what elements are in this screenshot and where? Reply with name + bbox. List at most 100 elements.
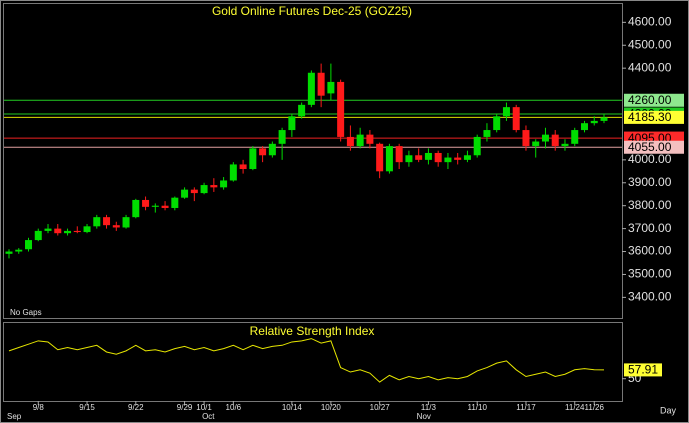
candle-body — [181, 189, 189, 198]
x-tick-label: 11/10 — [467, 403, 487, 412]
price-label-box — [624, 110, 684, 124]
x-tick-label: 11/26 — [585, 403, 605, 412]
annotation: No Gaps — [10, 308, 42, 317]
candle-body — [366, 134, 374, 144]
candle-body — [151, 205, 159, 207]
candle-body — [463, 155, 471, 160]
candle-body — [239, 164, 247, 170]
y-tick-label: 4500.00 — [628, 37, 672, 51]
y-tick-label: 3600.00 — [628, 244, 672, 258]
rsi-panel — [3, 322, 623, 402]
price-panel — [3, 3, 623, 319]
rsi-title: Relative Strength Index — [250, 324, 375, 338]
candle-body — [171, 197, 179, 208]
candle-body — [220, 180, 228, 188]
candle-body — [54, 228, 62, 234]
y-tick-label: 3500.00 — [628, 267, 672, 281]
candle-body — [580, 123, 588, 131]
candle-body — [337, 81, 345, 137]
rsi-label: 57.91 — [628, 363, 658, 377]
candle-body — [551, 134, 559, 147]
candle-body — [132, 199, 140, 218]
candle-body — [190, 189, 198, 194]
candle-body — [502, 107, 510, 117]
candle-body — [210, 185, 218, 188]
price-label: 4185.30 — [628, 110, 672, 124]
y-tick-label: 3800.00 — [628, 198, 672, 212]
candle-body — [288, 116, 296, 131]
candle-body — [395, 146, 403, 163]
candle-body — [259, 148, 267, 156]
x-tick-label: 10/1 — [196, 403, 212, 412]
candle-body — [405, 155, 413, 163]
x-axis-label: Day — [660, 405, 677, 415]
candle-body — [44, 228, 52, 231]
candle-body — [93, 217, 101, 227]
candle-body — [161, 205, 169, 208]
x-tick-label: 10/27 — [370, 403, 391, 412]
price-label: 4055.00 — [628, 140, 672, 154]
candle-body — [64, 230, 72, 234]
candle-body — [454, 157, 462, 160]
x-tick-label: 11/17 — [516, 403, 536, 412]
candle-body — [434, 152, 442, 163]
candle-body — [5, 251, 13, 254]
price-label-box — [624, 140, 684, 154]
month-label: Sep — [7, 412, 22, 421]
y-tick-label: 4000.00 — [628, 152, 672, 166]
rsi-line — [8, 338, 605, 383]
y-tick-label: 3400.00 — [628, 290, 672, 304]
candle-body — [249, 148, 257, 170]
candle-body — [561, 143, 569, 147]
candle-body — [34, 230, 42, 241]
candle-body — [571, 130, 579, 144]
y-tick-label: 4600.00 — [628, 15, 672, 29]
x-tick-label: 9/8 — [33, 403, 45, 412]
candle-body — [73, 230, 81, 233]
candle-body — [541, 134, 549, 142]
candle-body — [142, 199, 150, 207]
price-label: 4260.00 — [628, 93, 672, 107]
candle-body — [415, 155, 423, 160]
rsi-label-box — [624, 363, 662, 377]
x-tick-label: 11/3 — [421, 403, 437, 412]
candle-body — [278, 130, 286, 144]
chart-title: Gold Online Futures Dec-25 (GOZ25) — [212, 4, 412, 18]
candle-body — [83, 226, 91, 233]
candle-body — [307, 72, 315, 105]
candle-body — [522, 130, 530, 147]
candle-body — [512, 107, 520, 131]
candle-body — [122, 217, 130, 228]
candle-body — [600, 117, 608, 121]
candle-body — [444, 157, 452, 163]
month-label: Nov — [417, 412, 431, 421]
y-tick-label: 3700.00 — [628, 221, 672, 235]
candle-body — [532, 141, 540, 147]
candle-body — [424, 152, 432, 160]
candle-body — [493, 116, 501, 131]
candle-body — [483, 130, 491, 137]
x-tick-label: 10/14 — [282, 403, 303, 412]
candle-body — [317, 72, 325, 96]
candle-body — [112, 225, 120, 228]
candle-body — [473, 136, 481, 156]
x-tick-label: 9/15 — [79, 403, 95, 412]
candle-body — [268, 143, 276, 156]
y-tick-label: 4400.00 — [628, 60, 672, 74]
x-tick-label: 11/24 — [565, 403, 585, 412]
candle-body — [376, 143, 384, 172]
candle-body — [346, 136, 354, 147]
y-tick-label: 3900.00 — [628, 175, 672, 189]
x-tick-label: 10/20 — [321, 403, 342, 412]
x-tick-label: 10/6 — [226, 403, 242, 412]
candle-body — [15, 249, 23, 252]
candle-body — [590, 120, 598, 124]
candle-body — [327, 81, 335, 94]
candle-body — [298, 104, 306, 117]
price-label-box — [624, 93, 684, 107]
candle-body — [385, 146, 393, 172]
candle-body — [229, 164, 237, 181]
